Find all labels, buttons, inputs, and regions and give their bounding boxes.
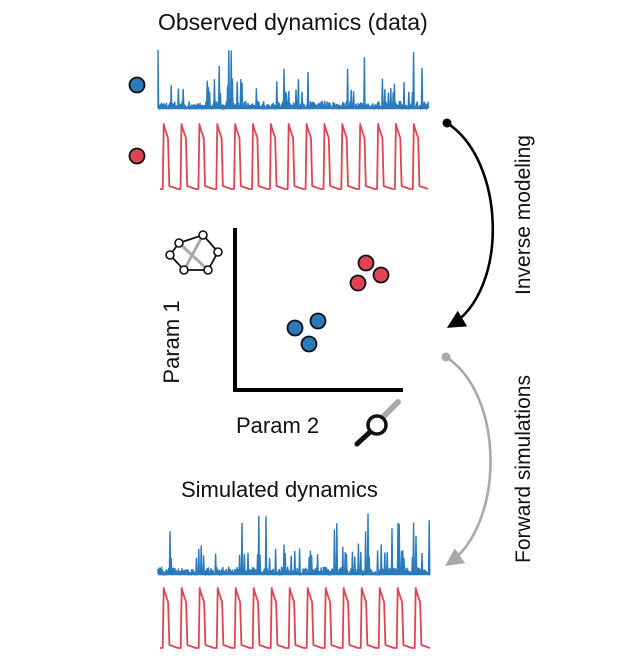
- blue-parameter-cluster: [286, 312, 327, 353]
- red-dot-icon: [128, 147, 146, 165]
- param1-axis-label: Param 1: [159, 300, 184, 384]
- simulated-blue-trace: [157, 513, 431, 577]
- blue-dot-icon: [128, 76, 146, 94]
- red-parameter-cluster: [349, 254, 390, 292]
- forward-simulations-arrow: [441, 352, 492, 567]
- inverse-modeling-label: Inverse modeling: [512, 135, 535, 295]
- simulated-red-trace: [160, 587, 431, 649]
- observed-dynamics-title: Observed dynamics (data): [158, 9, 428, 35]
- observed-red-trace: [160, 123, 429, 190]
- param2-axis-label: Param 2: [236, 413, 320, 438]
- inverse-modeling-arrow: [442, 118, 495, 328]
- search-magnifier-icon: [354, 399, 401, 447]
- observed-blue-trace: [157, 49, 430, 111]
- forward-simulations-label: Forward simulations: [512, 375, 535, 563]
- simulated-dynamics-title: Simulated dynamics: [181, 477, 378, 502]
- network-graph-icon: [165, 230, 223, 275]
- param-axes: [233, 228, 403, 392]
